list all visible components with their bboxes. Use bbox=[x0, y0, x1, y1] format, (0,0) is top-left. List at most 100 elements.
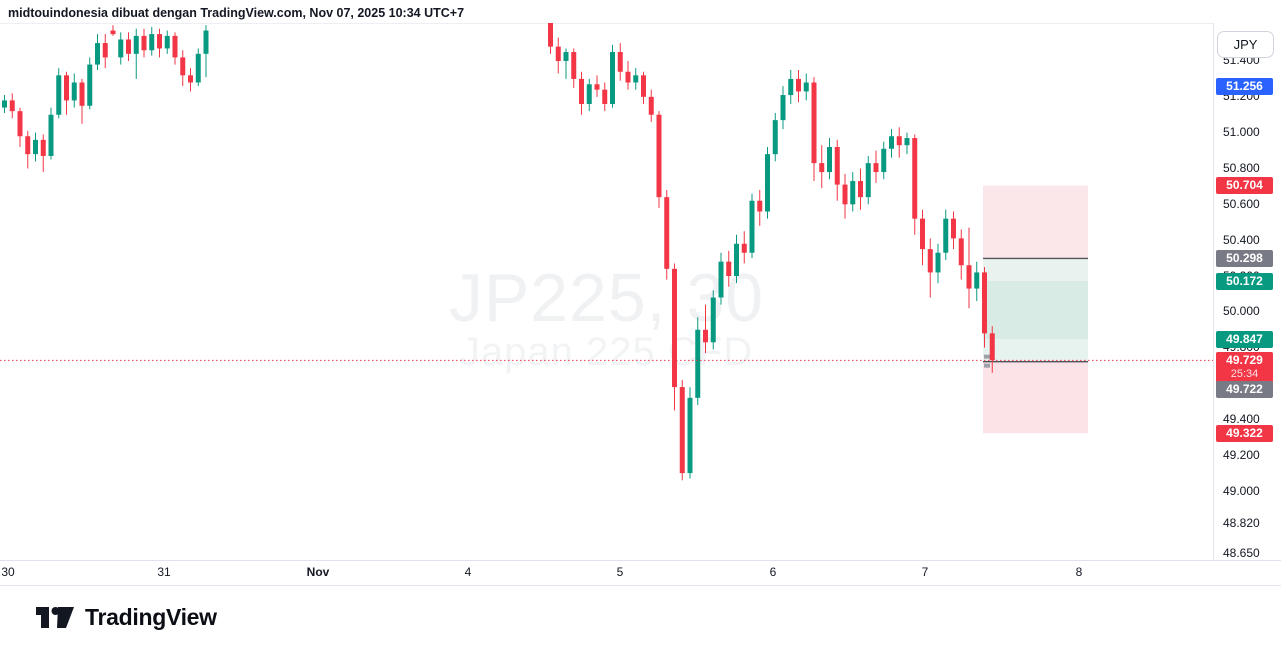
candle-body bbox=[881, 148, 887, 173]
price-tick-label: 50.400 bbox=[1223, 232, 1260, 247]
tradingview-logo-text: TradingView bbox=[85, 604, 217, 630]
price-badge: 51.256 bbox=[1216, 78, 1273, 96]
candle-body bbox=[118, 39, 124, 58]
candle-body bbox=[48, 114, 54, 156]
time-tick-label: 4 bbox=[464, 565, 472, 579]
candle-body bbox=[180, 57, 186, 76]
price-badge-value: 49.729 bbox=[1226, 352, 1263, 367]
candle-body bbox=[164, 35, 170, 49]
candlestick-chart[interactable] bbox=[0, 23, 1213, 560]
price-badge: 49.722 bbox=[1216, 380, 1273, 398]
price-badge: 49.322 bbox=[1216, 424, 1273, 442]
price-tick-label: 48.820 bbox=[1223, 515, 1260, 530]
time-tick-label: Nov bbox=[306, 565, 330, 579]
candle-body bbox=[687, 397, 693, 474]
price-tick-label: 50.600 bbox=[1223, 196, 1260, 211]
candle-body bbox=[896, 136, 902, 146]
bar-countdown: 25:34 bbox=[1230, 367, 1259, 380]
candle-body bbox=[641, 75, 646, 97]
time-tick-label: 5 bbox=[616, 565, 624, 579]
candle-body bbox=[741, 243, 747, 253]
candle-body bbox=[819, 163, 825, 173]
price-badge: 50.172 bbox=[1216, 272, 1273, 290]
candle-body bbox=[811, 82, 817, 164]
candle-body bbox=[64, 75, 69, 101]
candle-body bbox=[87, 64, 93, 106]
price-badge-value: 50.704 bbox=[1226, 178, 1263, 193]
candle-body bbox=[920, 218, 925, 250]
candle-body bbox=[865, 163, 871, 198]
position-tool-zone bbox=[983, 339, 1088, 362]
candle-body bbox=[656, 114, 662, 198]
candle-body bbox=[571, 52, 577, 79]
candle-body bbox=[850, 181, 856, 205]
candle-body bbox=[966, 265, 972, 289]
price-badge-value: 51.256 bbox=[1226, 79, 1263, 94]
candle-body bbox=[796, 78, 801, 92]
pane-top-border bbox=[0, 23, 1281, 24]
candle-body bbox=[834, 146, 840, 185]
candle-body bbox=[695, 329, 701, 398]
currency-button[interactable]: JPY bbox=[1217, 31, 1274, 58]
price-tick-label: 50.800 bbox=[1223, 160, 1260, 175]
candle-body bbox=[102, 43, 108, 58]
candle-body bbox=[579, 78, 584, 104]
price-badge: 50.298 bbox=[1216, 249, 1273, 267]
candle-body bbox=[927, 249, 933, 273]
candle-body bbox=[33, 139, 38, 155]
time-axis[interactable]: 30 31 Nov 4 5 6 7 8 bbox=[0, 560, 1281, 586]
price-badge: 50.704 bbox=[1216, 177, 1273, 195]
price-axis[interactable]: 51.40051.20051.00050.80050.60050.40050.2… bbox=[1213, 23, 1281, 560]
candle-body bbox=[757, 200, 763, 212]
candle-body bbox=[141, 35, 147, 51]
candle-body bbox=[889, 136, 894, 149]
price-badge-value: 49.847 bbox=[1226, 331, 1263, 346]
price-badge-value: 50.172 bbox=[1226, 273, 1263, 288]
price-badge-value: 50.298 bbox=[1226, 250, 1263, 265]
candle-body bbox=[780, 95, 786, 121]
candle-body bbox=[71, 82, 77, 101]
candle-body bbox=[95, 43, 100, 65]
price-badge: 49.729 25:34 bbox=[1216, 351, 1273, 383]
candle-body bbox=[679, 387, 685, 474]
candle-body bbox=[40, 139, 46, 156]
candle-body bbox=[827, 146, 832, 173]
candle-body bbox=[772, 120, 778, 155]
price-badge: 49.847 bbox=[1216, 330, 1273, 348]
time-tick-label: 7 bbox=[921, 565, 929, 579]
price-badge-value: 49.722 bbox=[1226, 381, 1263, 396]
candle-body bbox=[788, 78, 794, 96]
candle-body bbox=[9, 100, 15, 112]
candle-body bbox=[648, 96, 654, 115]
candle-body bbox=[195, 53, 201, 83]
candle-body bbox=[110, 30, 116, 35]
candle-body bbox=[2, 100, 7, 108]
tradingview-logo-icon bbox=[36, 606, 74, 628]
price-tick-label: 50.000 bbox=[1223, 304, 1260, 319]
candle-body bbox=[555, 46, 561, 61]
tradingview-logo[interactable]: TradingView bbox=[36, 604, 217, 631]
position-tool-handle bbox=[984, 363, 990, 368]
time-tick-label: 31 bbox=[157, 565, 171, 579]
chart-pane[interactable]: JP225, 30 Japan 225 CFD bbox=[0, 23, 1213, 560]
price-tick-label: 49.400 bbox=[1223, 411, 1260, 426]
position-tool-zone bbox=[983, 185, 1088, 259]
candle-body bbox=[873, 163, 879, 173]
candle-body bbox=[133, 35, 139, 54]
price-tick-label: 48.650 bbox=[1223, 546, 1260, 561]
candle-body bbox=[726, 261, 732, 277]
position-tool-zone bbox=[983, 361, 1088, 434]
candle-body bbox=[765, 154, 770, 212]
candle-body bbox=[803, 82, 809, 92]
candle-body bbox=[625, 71, 631, 83]
candle-body bbox=[672, 268, 677, 388]
price-tick-label: 49.000 bbox=[1223, 483, 1260, 498]
candle-body bbox=[935, 252, 941, 273]
candle-body bbox=[912, 138, 918, 219]
candle-body bbox=[149, 34, 155, 51]
candle-body bbox=[563, 52, 569, 61]
candle-body bbox=[126, 39, 131, 54]
time-tick-label: 30 bbox=[1, 565, 15, 579]
candle-body bbox=[982, 272, 987, 334]
